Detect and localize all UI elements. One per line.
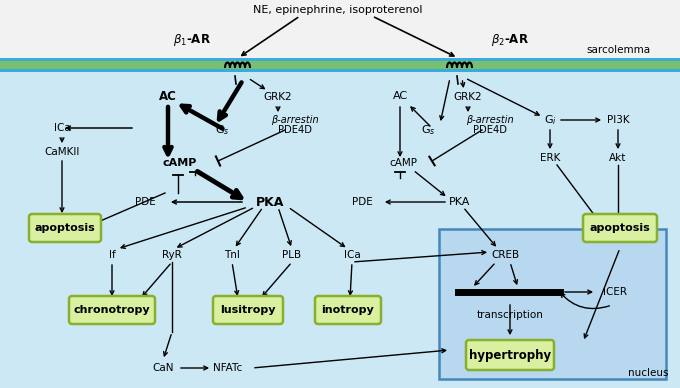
Text: PDE4D: PDE4D: [278, 125, 312, 135]
Text: lusitropy: lusitropy: [220, 305, 276, 315]
Text: ERK: ERK: [540, 153, 560, 163]
Text: transcription: transcription: [477, 310, 543, 320]
Text: GRK2: GRK2: [264, 92, 292, 102]
Text: chronotropy: chronotropy: [73, 305, 150, 315]
Text: apoptosis: apoptosis: [35, 223, 95, 233]
Bar: [0, 60, 680, 388]
Text: PLB: PLB: [282, 250, 301, 260]
FancyBboxPatch shape: [29, 214, 101, 242]
Bar: [0, 0, 680, 60]
Text: Akt: Akt: [609, 153, 627, 163]
Text: GRK2: GRK2: [454, 92, 482, 102]
Bar: [0, 58, 680, 72]
Text: AC: AC: [159, 90, 177, 102]
FancyBboxPatch shape: [69, 296, 155, 324]
Text: NE, epinephrine, isoproterenol: NE, epinephrine, isoproterenol: [253, 5, 423, 15]
Text: TnI: TnI: [224, 250, 240, 260]
Text: apoptosis: apoptosis: [590, 223, 650, 233]
Text: CaN: CaN: [152, 363, 174, 373]
Text: PDE: PDE: [135, 197, 155, 207]
Text: hypertrophy: hypertrophy: [469, 348, 551, 362]
Text: sarcolemma: sarcolemma: [586, 45, 650, 55]
Text: inotropy: inotropy: [322, 305, 375, 315]
Text: NFATc: NFATc: [214, 363, 243, 373]
Text: PDE4D: PDE4D: [473, 125, 507, 135]
Text: PDE: PDE: [352, 197, 373, 207]
Text: CaMKII: CaMKII: [44, 147, 80, 157]
Text: ICa: ICa: [54, 123, 70, 133]
Text: PKA: PKA: [256, 196, 284, 208]
Text: $\beta_2$-AR: $\beta_2$-AR: [491, 32, 529, 48]
Text: nucleus: nucleus: [628, 368, 668, 378]
Text: If: If: [109, 250, 116, 260]
FancyBboxPatch shape: [583, 214, 657, 242]
FancyBboxPatch shape: [213, 296, 283, 324]
FancyBboxPatch shape: [315, 296, 381, 324]
Text: G$_i$: G$_i$: [543, 113, 556, 127]
Text: PKA: PKA: [449, 197, 471, 207]
Text: $\beta_1$-AR: $\beta_1$-AR: [173, 32, 211, 48]
Text: PI3K: PI3K: [607, 115, 629, 125]
Text: G$_s$: G$_s$: [421, 123, 435, 137]
Bar: [0, 61, 680, 69]
FancyBboxPatch shape: [466, 340, 554, 370]
Text: RyR: RyR: [162, 250, 182, 260]
Text: G$_s$: G$_s$: [215, 123, 229, 137]
Text: cAMP: cAMP: [389, 158, 417, 168]
Text: β-arrestin: β-arrestin: [466, 115, 514, 125]
FancyBboxPatch shape: [439, 229, 666, 379]
Text: β-arrestin: β-arrestin: [271, 115, 319, 125]
Text: AC: AC: [392, 91, 407, 101]
Text: cAMP: cAMP: [163, 158, 197, 168]
Text: ICa: ICa: [343, 250, 360, 260]
Text: CREB: CREB: [491, 250, 519, 260]
Text: ICER: ICER: [603, 287, 627, 297]
